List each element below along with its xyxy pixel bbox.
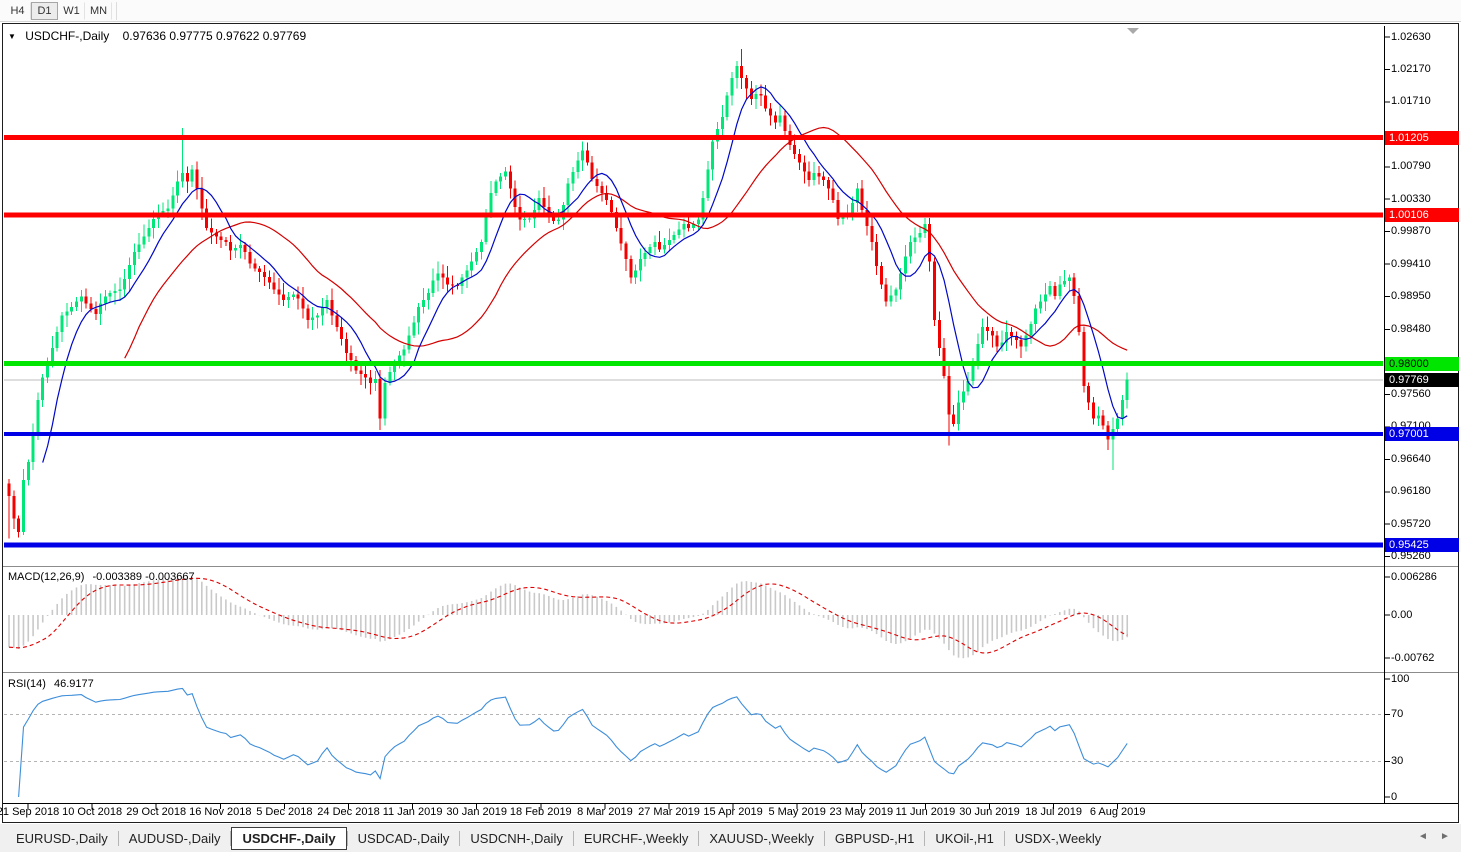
chart-tab-eurusd-daily[interactable]: EURUSD-,Daily	[16, 830, 108, 846]
timeframe-button-W1[interactable]: W1	[58, 1, 85, 20]
time-axis-label: 16 Nov 2018	[189, 806, 252, 818]
window-border-bottom	[2, 822, 1459, 823]
time-axis-label: 24 Dec 2018	[317, 806, 380, 818]
tab-scroll-right-icon[interactable]: ►	[1440, 831, 1450, 842]
chart-dropdown-icon[interactable]: ▼	[8, 32, 16, 41]
ma-slow-line	[124, 126, 1128, 359]
rsi-value: 46.9177	[53, 678, 94, 690]
time-axis-label: 10 Oct 2018	[62, 806, 123, 818]
tab-separator	[346, 830, 348, 846]
time-axis-label: 27 Mar 2019	[638, 806, 700, 818]
indicator-axis-label: 0.00	[1391, 608, 1413, 621]
time-axis-label: 30 Jan 2019	[446, 806, 507, 818]
time-axis-label: 11 Jan 2019	[382, 806, 443, 818]
time-axis-label: 18 Jul 2019	[1025, 806, 1083, 818]
toolbar-separator	[116, 1, 117, 20]
chart-tab-bar: ◄ ► EURUSD-,Daily AUDUSD-,Daily USDCHF-,Da…	[0, 824, 1461, 852]
tab-separator	[230, 830, 232, 846]
tab-separator	[572, 830, 574, 846]
axis-ticks	[27, 36, 1390, 809]
price-axis-label: 1.02630	[1391, 30, 1431, 43]
price-axis-label: 0.95720	[1391, 517, 1431, 530]
chart-tab-audusd-daily[interactable]: AUDUSD-,Daily	[128, 830, 221, 846]
chart-tab-gbpusd-h1[interactable]: GBPUSD-,H1	[834, 830, 915, 846]
window-border-left	[2, 23, 3, 823]
window-border-top	[2, 23, 1459, 24]
price-axis-label: 1.01710	[1391, 95, 1431, 108]
timeframe-button-MN[interactable]: MN	[85, 1, 112, 20]
time-axis-label: 8 Mar 2019	[577, 806, 633, 818]
indicator-axis-label: 70	[1391, 707, 1404, 720]
macd-values: -0.003389 -0.003667	[92, 571, 195, 583]
price-axis-label: 0.98480	[1391, 323, 1431, 336]
chart-tab-usdcad-daily[interactable]: USDCAD-,Daily	[357, 830, 450, 846]
chart-tab-xauusd-weekly[interactable]: XAUUSD-,Weekly	[709, 830, 814, 846]
price-level-tag: 1.01205	[1385, 130, 1459, 145]
candles	[7, 49, 1129, 539]
window-border-right	[1458, 23, 1459, 823]
rsi-panel-label: RSI(14) 46.9177	[8, 678, 94, 690]
time-axis-label: 30 Jun 2019	[959, 806, 1020, 818]
price-axis-label: 1.02170	[1391, 63, 1431, 75]
time-axis-label: 23 May 2019	[829, 806, 894, 818]
macd-signal-line	[8, 577, 1128, 654]
price-axis-label: 0.99410	[1391, 257, 1431, 270]
price-axis-label: 0.96180	[1391, 485, 1431, 498]
tab-separator	[924, 830, 926, 846]
price-axis-label: 0.96640	[1391, 452, 1431, 465]
tab-separator	[823, 830, 825, 846]
chart-frame	[3, 26, 1458, 804]
chart-symbol-label: USDCHF-,Daily	[25, 29, 110, 43]
chart-tab-usdx-weekly[interactable]: USDX-,Weekly	[1014, 830, 1102, 846]
current-price-tag: 0.97769	[1385, 372, 1459, 387]
timeframe-button-H4[interactable]: H4	[4, 1, 31, 20]
chart-shift-marker-icon[interactable]	[1127, 28, 1139, 34]
chart-tab-ukoil-h1[interactable]: UKOil-,H1	[935, 830, 994, 846]
horizontal-lines[interactable]	[4, 135, 1402, 550]
price-axis-label: 1.00330	[1391, 192, 1431, 205]
tab-separator	[117, 830, 119, 846]
indicator-axis-label: 0	[1391, 790, 1398, 803]
macd-panel-label: MACD(12,26,9) -0.003389 -0.003667	[8, 571, 195, 583]
tab-separator	[1003, 830, 1005, 846]
macd-histogram	[8, 576, 1129, 659]
time-axis-label: 29 Oct 2018	[126, 806, 187, 818]
price-level-tag: 0.98000	[1385, 356, 1459, 371]
indicator-axis-label: 100	[1391, 672, 1410, 685]
chart-ohlc-values: 0.97636 0.97775 0.97622 0.97769	[122, 29, 307, 43]
timeframe-toolbar: H4 D1 W1 MN	[0, 0, 1461, 22]
time-axis-label: 5 May 2019	[768, 806, 826, 818]
tab-separator	[698, 830, 700, 846]
price-chart[interactable]	[0, 0, 1461, 824]
rsi-levels	[4, 713, 1383, 763]
price-level-tag: 0.97001	[1385, 426, 1459, 441]
rsi-line	[18, 687, 1128, 798]
price-axis-label: 0.99870	[1391, 225, 1431, 238]
indicator-axis-label: 30	[1391, 755, 1404, 768]
chart-tab-usdcnh-daily[interactable]: USDCNH-,Daily	[470, 830, 563, 846]
indicator-axis-label: -0.00762	[1391, 651, 1435, 664]
price-axis-label: 0.95260	[1391, 550, 1431, 563]
timeframe-button-D1[interactable]: D1	[31, 1, 58, 20]
rsi-name: RSI(14)	[8, 678, 46, 690]
price-level-tag: 1.00106	[1385, 208, 1459, 223]
time-axis-label: 5 Dec 2018	[256, 806, 313, 818]
macd-name: MACD(12,26,9)	[8, 571, 85, 583]
tab-separator	[459, 830, 461, 846]
time-axis-label: 18 Feb 2019	[509, 806, 572, 818]
chart-tab-eurchf-weekly[interactable]: EURCHF-,Weekly	[583, 830, 689, 846]
chart-title: ▼ USDCHF-,Daily 0.97636 0.97775 0.97622 …	[8, 29, 306, 43]
price-axis-label: 1.00790	[1391, 160, 1431, 173]
indicator-axis-label: 0.006286	[1391, 570, 1437, 583]
tab-scroll-left-icon[interactable]: ◄	[1418, 831, 1428, 842]
ma-fast-line	[42, 86, 1128, 463]
time-axis-label: 11 Jun 2019	[895, 806, 956, 818]
price-level-tag: 0.95425	[1385, 538, 1459, 553]
price-axis-label: 0.98950	[1391, 290, 1431, 303]
time-axis-label: 21 Sep 2018	[0, 806, 60, 818]
chart-tab-usdchf-daily[interactable]: USDCHF-,Daily	[231, 826, 347, 850]
time-axis-label: 15 Apr 2019	[703, 806, 763, 818]
time-axis-label: 6 Aug 2019	[1089, 806, 1146, 818]
price-axis-label: 0.97560	[1391, 388, 1431, 401]
